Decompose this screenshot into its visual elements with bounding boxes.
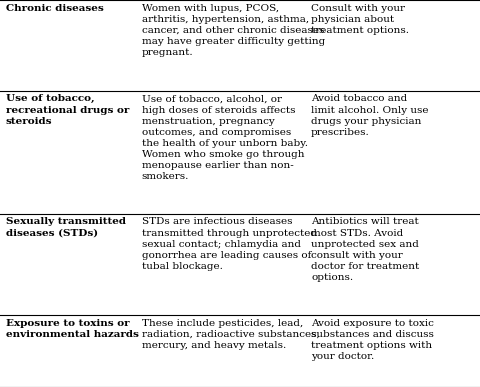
Text: These include pesticides, lead,
radiation, radioactive substances,
mercury, and : These include pesticides, lead, radiatio… bbox=[142, 319, 319, 350]
Text: Use of tobacco, alcohol, or
high doses of steroids affects
menstruation, pregnan: Use of tobacco, alcohol, or high doses o… bbox=[142, 94, 308, 181]
Text: Consult with your
physician about
treatment options.: Consult with your physician about treatm… bbox=[311, 4, 409, 35]
Text: STDs are infectious diseases
transmitted through unprotected
sexual contact; chl: STDs are infectious diseases transmitted… bbox=[142, 217, 317, 271]
Text: Chronic diseases: Chronic diseases bbox=[6, 4, 104, 13]
Text: Exposure to toxins or
environmental hazards: Exposure to toxins or environmental haza… bbox=[6, 319, 139, 339]
Text: Sexually transmitted
diseases (STDs): Sexually transmitted diseases (STDs) bbox=[6, 217, 126, 238]
Text: Use of tobacco,
recreational drugs or
steroids: Use of tobacco, recreational drugs or st… bbox=[6, 94, 129, 126]
Text: Avoid tobacco and
limit alcohol. Only use
drugs your physician
prescribes.: Avoid tobacco and limit alcohol. Only us… bbox=[311, 94, 429, 137]
Text: Women with lupus, PCOS,
arthritis, hypertension, asthma,
cancer, and other chron: Women with lupus, PCOS, arthritis, hyper… bbox=[142, 4, 325, 57]
Text: Antibiotics will treat
most STDs. Avoid
unprotected sex and
consult with your
do: Antibiotics will treat most STDs. Avoid … bbox=[311, 217, 420, 282]
Text: Avoid exposure to toxic
substances and discuss
treatment options with
your docto: Avoid exposure to toxic substances and d… bbox=[311, 319, 434, 361]
